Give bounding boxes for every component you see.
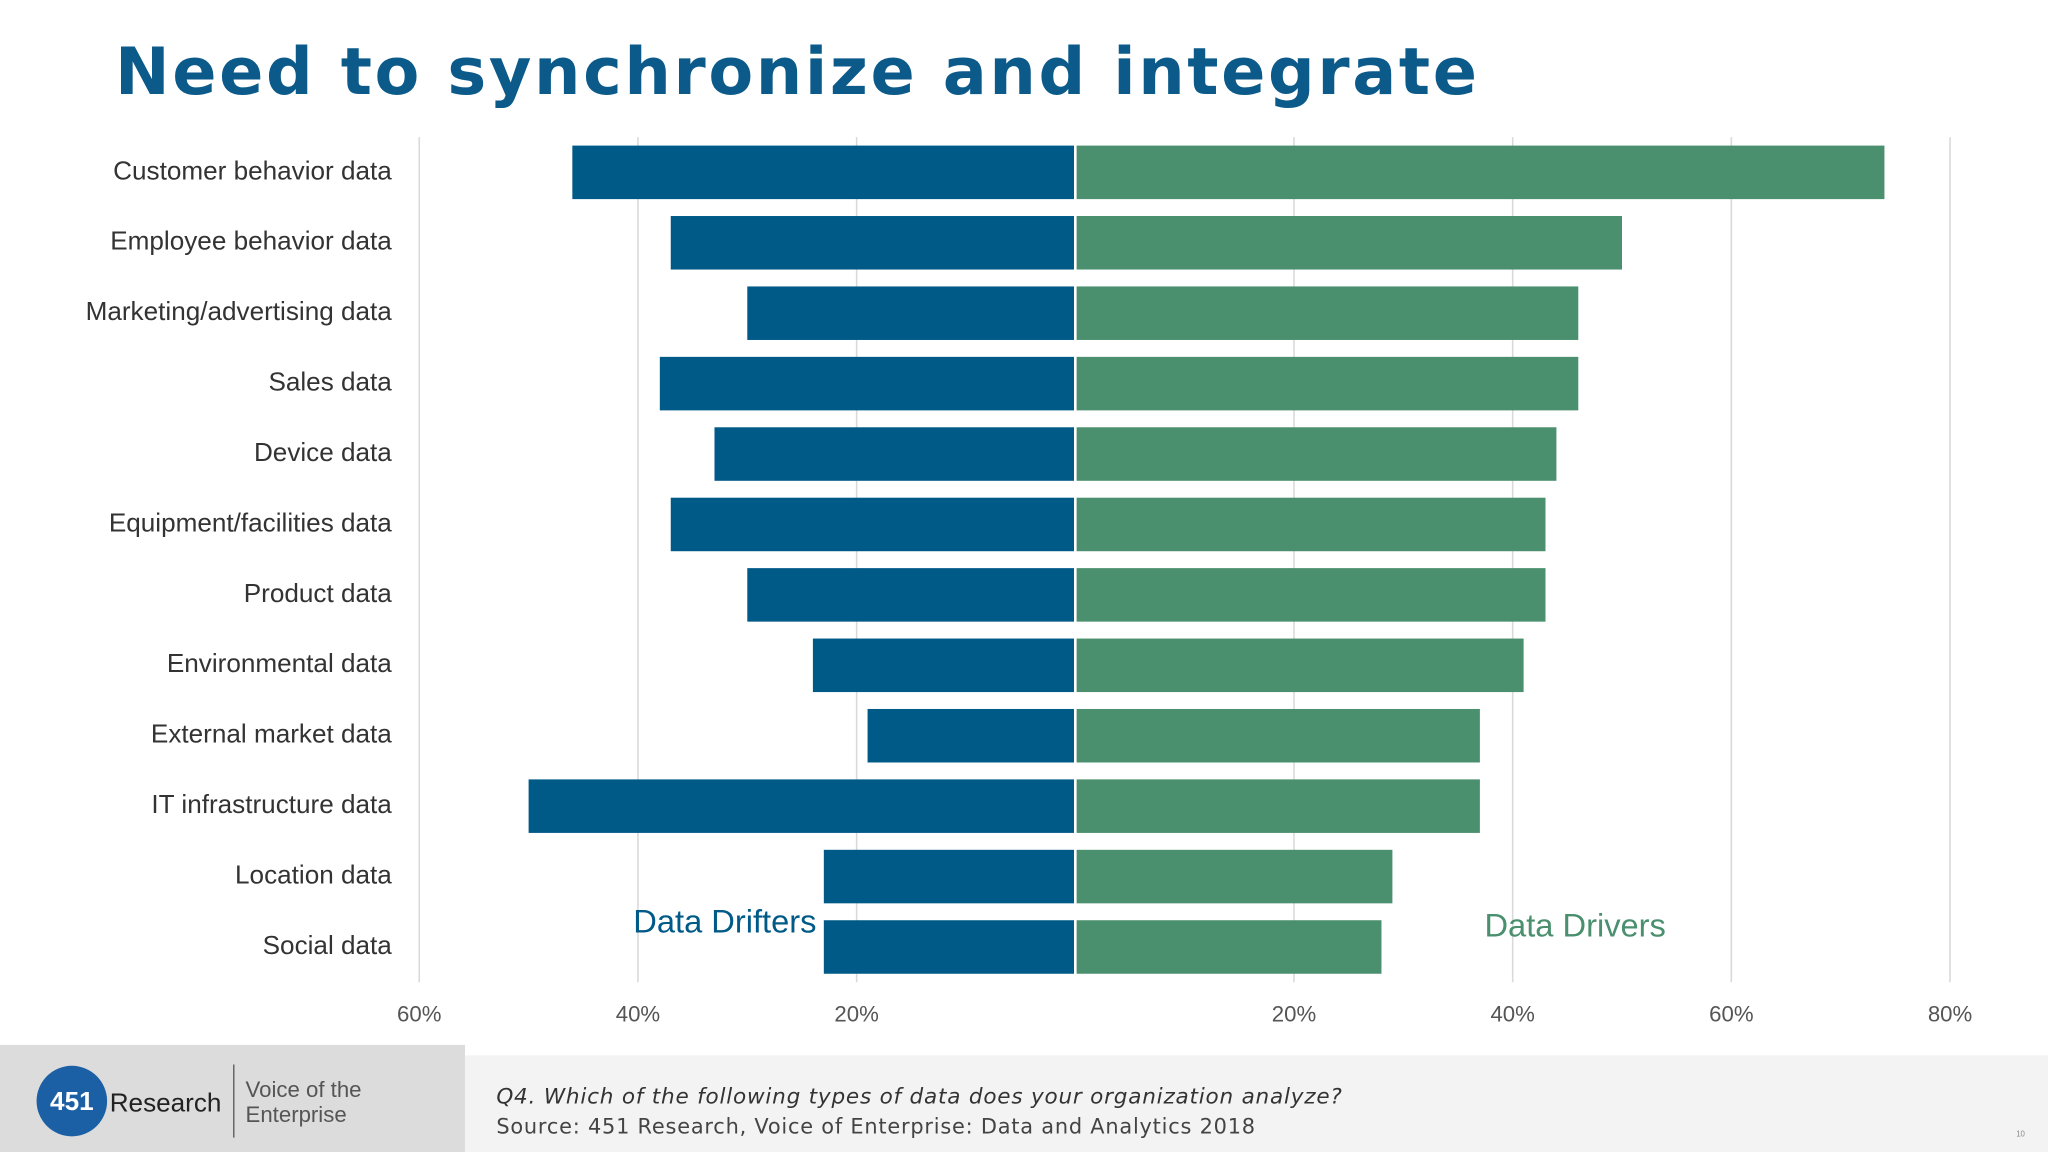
x-tick-label: 40% <box>616 1001 660 1026</box>
x-tick-label: 80% <box>1928 1001 1972 1026</box>
bar <box>1075 779 1480 833</box>
bar <box>1075 708 1480 763</box>
bar <box>823 849 1076 904</box>
bar <box>1075 216 1623 270</box>
logo-name: Research <box>110 1088 222 1118</box>
footer-source: Source: 451 Research, Voice of Enterpris… <box>496 1115 1256 1139</box>
bar <box>747 568 1076 622</box>
bar <box>812 638 1076 693</box>
category-label: Employee behavior data <box>110 226 392 256</box>
bar <box>1075 145 1885 200</box>
bar <box>528 779 1076 833</box>
series-label: Data Drivers <box>1484 906 1665 943</box>
category-label: IT infrastructure data <box>151 789 392 819</box>
category-label: Location data <box>235 859 392 889</box>
x-tick-label: 20% <box>1272 1001 1316 1026</box>
category-label: Customer behavior data <box>113 155 392 185</box>
bar <box>1075 286 1579 340</box>
bar <box>1075 568 1546 622</box>
footer-question: Q4. Which of the following types of data… <box>496 1085 1342 1110</box>
x-tick-label: 60% <box>1709 1001 1753 1026</box>
logo-circle <box>36 1065 108 1137</box>
bar <box>670 216 1076 270</box>
category-label: Equipment/facilities data <box>109 507 392 537</box>
bar <box>1075 427 1557 481</box>
category-label: Sales data <box>268 367 392 397</box>
plot-area: 60% 40% 20% 20% 40% 60% 80% Customer behavior d… <box>86 137 1972 1026</box>
category-label: Social data <box>263 930 393 960</box>
bar <box>1075 356 1579 411</box>
category-label: Device data <box>254 437 392 467</box>
slide-title: Need to synchronize and integrate <box>115 34 1480 110</box>
page-number: 10 <box>2016 1129 2025 1138</box>
footer-panel <box>464 1055 2048 1152</box>
logo-tagline: Voice of the <box>246 1077 362 1102</box>
category-label: Environmental data <box>167 648 392 678</box>
category-label: Marketing/advertising data <box>86 296 393 326</box>
bar <box>747 286 1076 340</box>
bar <box>1075 497 1546 552</box>
x-tick-label: 60% <box>397 1001 441 1026</box>
logo-number: 451 <box>50 1086 94 1116</box>
bar <box>714 427 1076 481</box>
bar <box>572 145 1076 200</box>
x-tick-label: 40% <box>1490 1001 1534 1026</box>
bar <box>659 356 1076 411</box>
x-tick-label: 20% <box>834 1001 878 1026</box>
category-label: External market data <box>151 719 392 749</box>
bar <box>867 708 1076 763</box>
bar <box>1075 849 1393 904</box>
bar <box>1075 920 1382 974</box>
bar <box>670 497 1076 552</box>
series-label: Data Drifters <box>633 903 816 940</box>
bar <box>823 920 1076 974</box>
bar <box>1075 638 1524 693</box>
category-label: Product data <box>244 578 393 608</box>
logo-tagline: Enterprise <box>246 1102 347 1127</box>
